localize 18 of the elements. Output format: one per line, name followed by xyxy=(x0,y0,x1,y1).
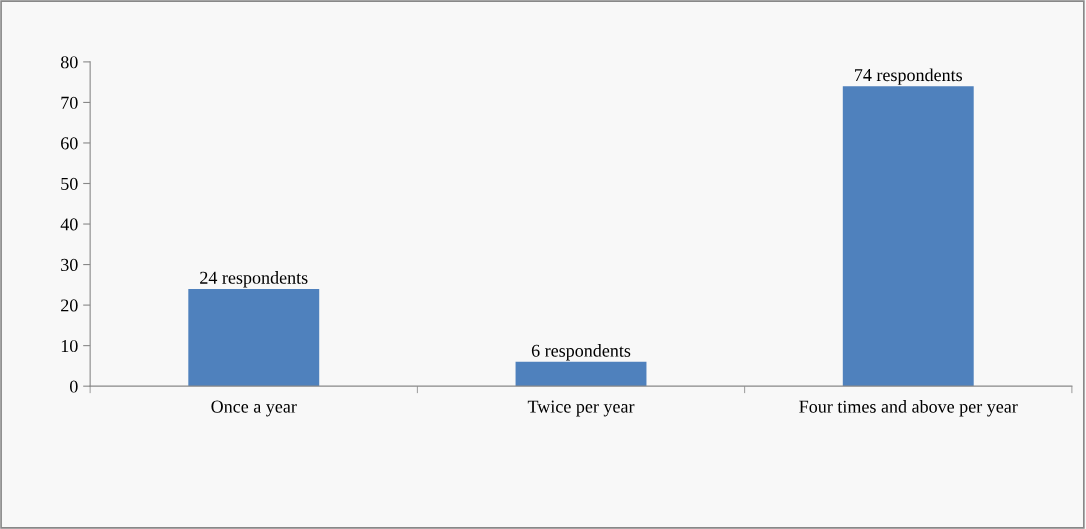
y-tick-label: 70 xyxy=(61,96,78,109)
y-tick-label: 10 xyxy=(61,339,78,353)
y-tick-label: 0 xyxy=(69,380,78,393)
bar xyxy=(188,288,320,387)
bar xyxy=(842,86,974,387)
bar xyxy=(515,361,647,387)
y-tick-label: 40 xyxy=(60,218,78,231)
data-label: 24 respondents xyxy=(200,271,308,288)
x-tick-label: Four times and above per year xyxy=(799,400,1018,417)
x-tick-label: Twice per year xyxy=(527,400,635,417)
y-tick-label: 20 xyxy=(61,299,78,312)
data-label: 74 respondents xyxy=(855,68,963,85)
data-label: 6 respondents xyxy=(531,344,631,361)
y-tick-label: 30 xyxy=(61,258,78,272)
y-tick-label: 80 xyxy=(60,56,78,69)
y-tick-label: 60 xyxy=(61,137,78,150)
x-tick-label: Once a year xyxy=(211,400,297,417)
y-tick-label: 50 xyxy=(61,177,78,190)
